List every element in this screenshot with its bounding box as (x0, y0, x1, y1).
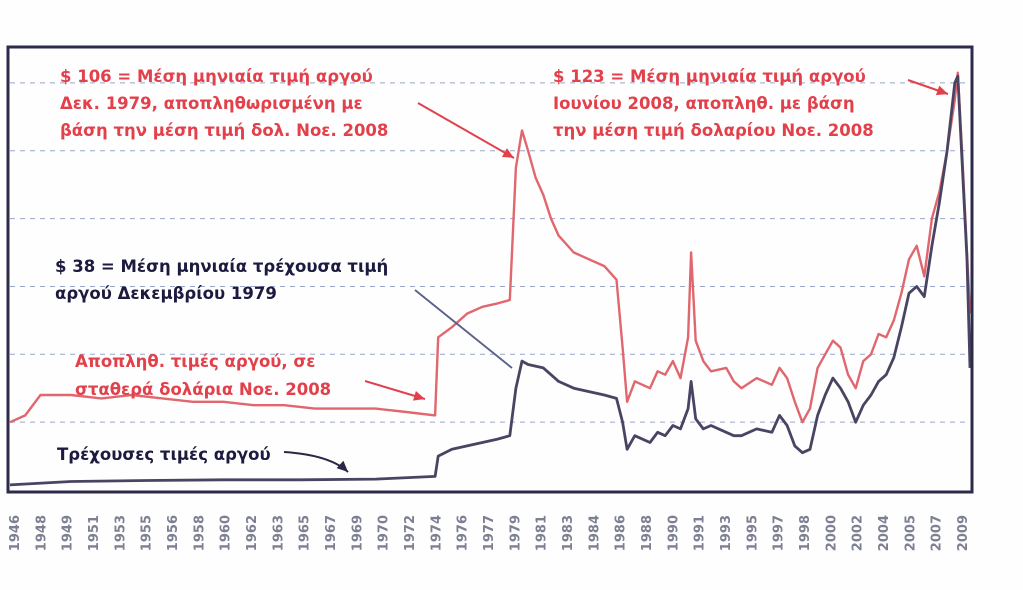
arrow-1979-peak (417, 102, 515, 159)
x-tick-label: 1983 (561, 515, 576, 551)
x-tick-label: 2007 (930, 515, 945, 551)
annotation-line: αργού Δεκεμβρίου 1979 (55, 284, 277, 303)
x-tick-label: 1977 (482, 515, 497, 551)
x-tick-label: 1970 (377, 515, 392, 551)
x-tick-label: 2005 (903, 515, 918, 551)
series-line-deflated (9, 71, 972, 424)
arrowhead (501, 148, 514, 158)
x-tick-label: 1979 (508, 515, 523, 551)
annotation-1979-peak: $ 106 = Μέση μηνιαία τιμή αργού Δεκ. 197… (60, 63, 388, 144)
x-tick-label: 1969 (350, 515, 365, 551)
annotation-line: Ιουνίου 2008, αποπληθ. με βάση (553, 94, 855, 113)
x-tick-label: 1990 (666, 515, 681, 551)
legend-label-current: Τρέχουσες τιμές αργού (57, 441, 271, 468)
annotation-line: Τρέχουσες τιμές αργού (57, 445, 271, 464)
x-tick-label: 2009 (956, 515, 971, 551)
x-tick-label: 2004 (877, 515, 892, 551)
arrowhead (935, 85, 948, 96)
annotation-line: Αποπληθ. τιμές αργού, σε (75, 352, 316, 371)
legend-label-deflated: Αποπληθ. τιμές αργού, σε σταθερά δολάρια… (75, 348, 331, 404)
x-tick-label: 1967 (324, 515, 339, 551)
x-tick-label: 1958 (192, 515, 207, 551)
grid-lines (10, 82, 970, 423)
arrow-current-label (283, 451, 349, 473)
annotation-line: $ 123 = Μέση μηνιαία τιμή αργού (553, 67, 866, 86)
x-tick-label: 2002 (851, 515, 866, 551)
arrowhead (336, 460, 348, 472)
x-tick-label: 1953 (113, 515, 128, 551)
x-tick-label: 1965 (298, 515, 313, 551)
x-tick-label: 1946 (8, 515, 23, 551)
series-layer (9, 71, 972, 487)
arrowhead (413, 391, 425, 401)
pointer-1979-current (414, 289, 513, 369)
annotation-line: βάση την μέση τιμή δολ. Νοε. 2008 (60, 121, 389, 140)
x-tick-label: 1974 (429, 515, 444, 551)
annotation-line: σταθερά δολάρια Νοε. 2008 (75, 380, 332, 399)
x-tick-label: 1986 (614, 515, 629, 551)
x-tick-label: 1976 (456, 515, 471, 551)
x-tick-label: 1993 (719, 515, 734, 551)
annotation-1979-current: $ 38 = Μέση μηνιαία τρέχουσα τιμή αργού … (55, 253, 388, 307)
x-tick-label: 1960 (219, 515, 234, 551)
x-tick-label: 1997 (772, 515, 787, 551)
x-tick-label: 1955 (140, 515, 155, 551)
annotation-line: $ 38 = Μέση μηνιαία τρέχουσα τιμή (55, 257, 389, 276)
x-tick-label: 1988 (640, 515, 655, 551)
x-tick-label: 2000 (824, 515, 839, 551)
x-tick-label: 1981 (535, 515, 550, 551)
annotation-line: $ 106 = Μέση μηνιαία τιμή αργού (60, 67, 373, 86)
x-tick-label: 1972 (403, 515, 418, 551)
x-tick-label: 1998 (798, 515, 813, 551)
x-tick-label: 1963 (271, 515, 286, 551)
x-tick-label: 1948 (34, 515, 49, 551)
x-tick-label: 1995 (745, 515, 760, 551)
x-tick-label: 1956 (166, 515, 181, 551)
x-tick-label: 1991 (693, 515, 708, 551)
x-tick-label: 1951 (87, 515, 102, 551)
annotation-line: την μέση τιμή δολαρίου Νοε. 2008 (553, 121, 874, 140)
x-tick-label: 1984 (587, 515, 602, 551)
x-tick-label: 1949 (61, 515, 76, 551)
annotation-line: Δεκ. 1979, αποπληθωρισμένη με (60, 94, 363, 113)
annotation-arrows (283, 79, 949, 473)
x-tick-label: 1962 (245, 515, 260, 551)
plot-frame (6, 45, 974, 494)
x-axis-ticks: 1946 1948 1949 1951 1953 1955 1956 1958 1960 1962… (8, 515, 971, 551)
annotation-2008-peak: $ 123 = Μέση μηνιαία τιμή αργού Ιουνίου … (553, 63, 874, 144)
series-line-current (9, 74, 972, 487)
